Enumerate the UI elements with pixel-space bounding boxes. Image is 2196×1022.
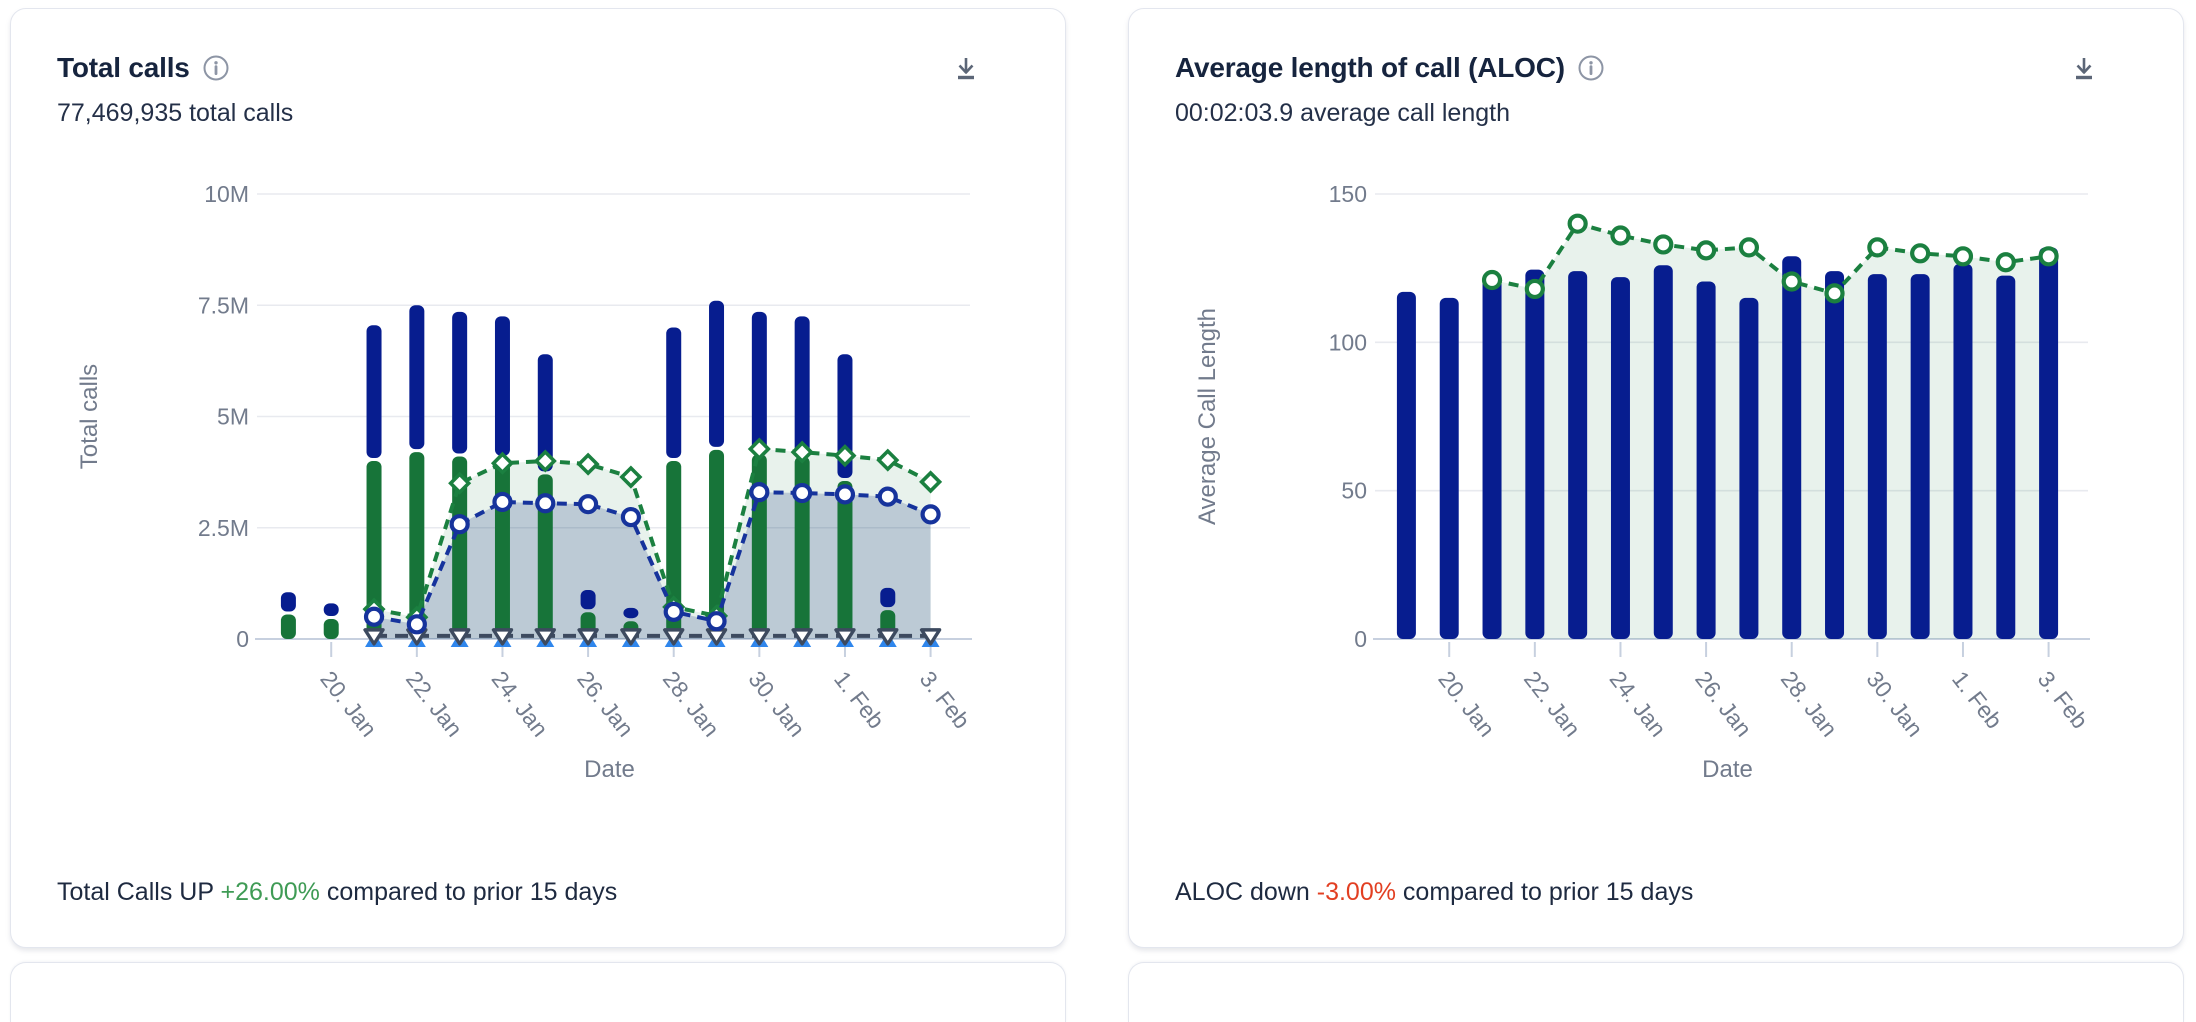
svg-text:30. Jan: 30. Jan [743, 666, 810, 741]
total-calls-chart[interactable]: 0 2.5M 5M 7.5M 10M Total calls 20. Jan 22. Jan 2… [57, 132, 1021, 782]
svg-text:7.5M: 7.5M [198, 292, 249, 318]
svg-text:10M: 10M [204, 181, 249, 207]
svg-text:Date: Date [584, 756, 635, 782]
svg-text:50: 50 [1341, 478, 1367, 504]
summary-suffix: compared to prior 15 days [319, 878, 618, 906]
svg-text:2.5M: 2.5M [198, 515, 249, 541]
info-icon[interactable] [202, 54, 230, 82]
card-title: Average length of call (ALOC) [1175, 52, 1565, 83]
dashboard-card-row: Total calls 77,469,935 total calls 0 2.5M… [10, 8, 2184, 948]
svg-text:3. Feb: 3. Feb [2033, 666, 2094, 733]
svg-text:20. Jan: 20. Jan [315, 666, 382, 741]
svg-text:150: 150 [1329, 181, 1367, 207]
svg-text:30. Jan: 30. Jan [1861, 666, 1928, 741]
svg-text:24. Jan: 24. Jan [487, 666, 554, 741]
svg-text:Total calls: Total calls [76, 364, 103, 469]
comparison-summary: Total Calls UP +26.00% compared to prior… [57, 878, 1019, 907]
summary-prefix: ALOC down [1175, 878, 1317, 906]
svg-text:26. Jan: 26. Jan [1690, 666, 1757, 741]
card-header: Total calls [57, 49, 1019, 87]
svg-text:20. Jan: 20. Jan [1433, 666, 1500, 741]
aloc-card: Average length of call (ALOC) 00:02:03.9… [1128, 8, 2184, 948]
svg-text:3. Feb: 3. Feb [915, 666, 976, 733]
svg-text:100: 100 [1329, 329, 1367, 355]
svg-text:22. Jan: 22. Jan [401, 666, 468, 741]
svg-text:Average Call Length: Average Call Length [1194, 308, 1221, 525]
svg-text:28. Jan: 28. Jan [658, 666, 725, 741]
svg-text:28. Jan: 28. Jan [1776, 666, 1843, 741]
card-subtitle: 77,469,935 total calls [57, 99, 294, 127]
comparison-summary: ALOC down -3.00% compared to prior 15 da… [1175, 878, 2137, 907]
partial-card [10, 962, 1066, 1022]
card-title: Total calls [57, 52, 190, 83]
next-row-cards [10, 962, 2184, 1022]
svg-text:5M: 5M [217, 404, 249, 430]
card-subtitle: 00:02:03.9 average call length [1175, 99, 1510, 127]
info-icon[interactable] [1577, 54, 1605, 82]
svg-text:24. Jan: 24. Jan [1605, 666, 1672, 741]
svg-text:0: 0 [1354, 626, 1367, 652]
summary-delta: -3.00% [1316, 878, 1396, 906]
card-header: Average length of call (ALOC) [1175, 49, 2137, 87]
summary-suffix: compared to prior 15 days [1395, 878, 1694, 906]
summary-delta: +26.00% [220, 878, 320, 906]
svg-text:22. Jan: 22. Jan [1519, 666, 1586, 741]
summary-prefix: Total Calls UP [57, 878, 221, 906]
partial-card [1128, 962, 2184, 1022]
svg-text:Date: Date [1702, 756, 1753, 782]
svg-text:0: 0 [236, 626, 249, 652]
aloc-chart[interactable]: 0 50 100 150 Average Call Length 20. Jan 22. J… [1175, 132, 2139, 782]
svg-text:26. Jan: 26. Jan [572, 666, 639, 741]
total-calls-card: Total calls 77,469,935 total calls 0 2.5M… [10, 8, 1066, 948]
download-button[interactable] [2065, 49, 2103, 87]
download-button[interactable] [947, 49, 985, 87]
svg-text:1. Feb: 1. Feb [829, 666, 890, 733]
svg-text:1. Feb: 1. Feb [1947, 666, 2008, 733]
